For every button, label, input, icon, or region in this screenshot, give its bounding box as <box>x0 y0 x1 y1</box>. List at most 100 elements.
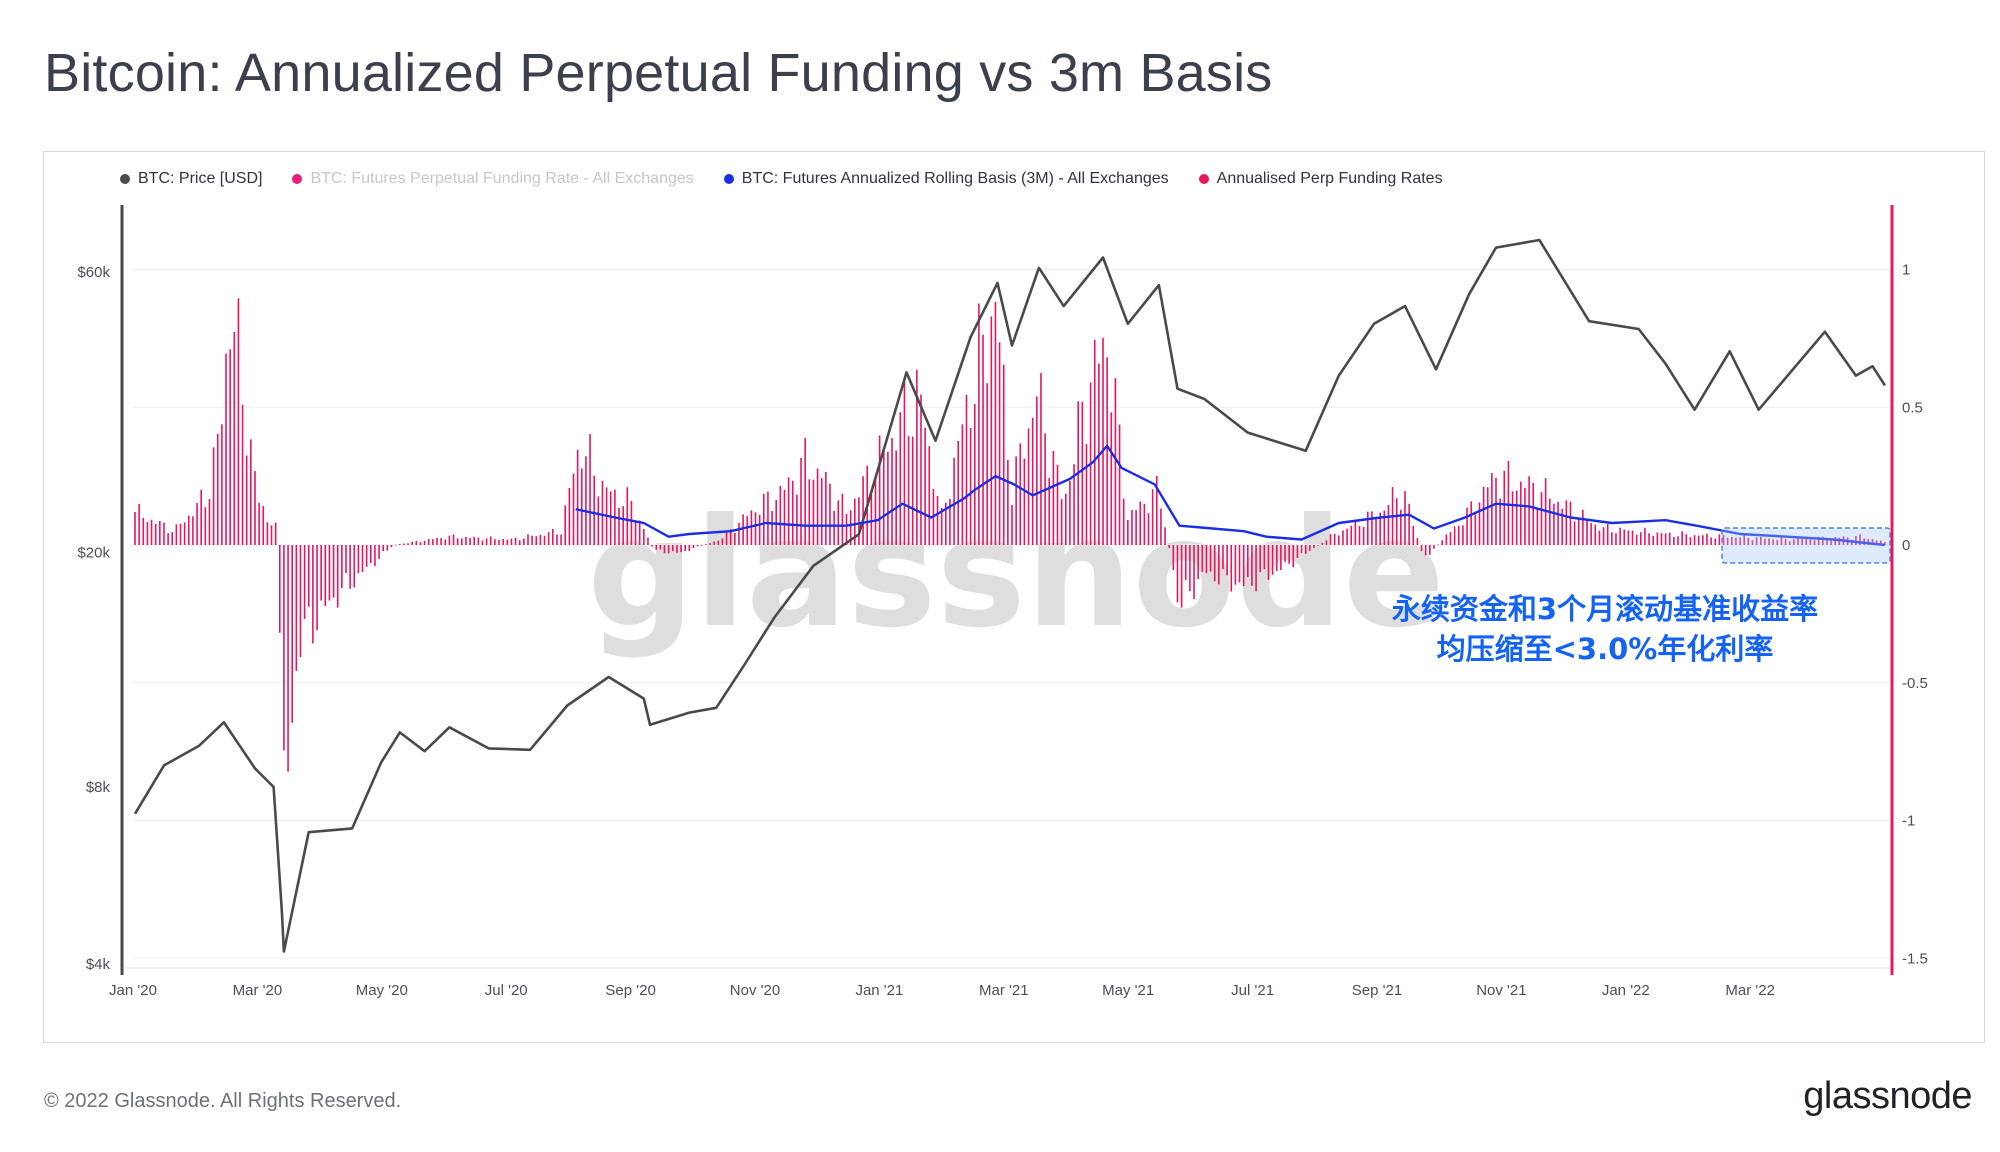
annotation-line: 均压缩至<3.0%年化利率 <box>1437 632 1774 666</box>
funding-bar <box>1313 545 1315 548</box>
funding-bar <box>1143 503 1146 545</box>
funding-bar <box>163 522 165 545</box>
funding-bar <box>882 448 885 545</box>
funding-bar <box>949 498 951 545</box>
funding-bar <box>1706 533 1708 545</box>
funding-bar <box>1205 545 1208 574</box>
funding-bar <box>1809 539 1812 545</box>
x-tick: May '21 <box>1102 982 1154 999</box>
funding-bar <box>1189 545 1191 592</box>
funding-bar <box>1420 545 1423 552</box>
funding-bar <box>1056 464 1059 545</box>
x-tick: Jan '21 <box>855 982 903 999</box>
x-tick: Nov '20 <box>730 982 780 999</box>
funding-bar <box>854 498 856 545</box>
funding-bar <box>1019 443 1022 545</box>
funding-bar <box>531 535 533 545</box>
funding-bar <box>700 545 703 546</box>
funding-bar <box>771 511 773 545</box>
page-title: Bitcoin: Annualized Perpetual Funding vs… <box>44 43 1273 103</box>
funding-bar <box>295 545 298 671</box>
funding-bar <box>225 353 227 545</box>
funding-bar <box>134 511 136 545</box>
funding-bar <box>1242 545 1245 587</box>
funding-bar <box>489 536 492 545</box>
funding-bar <box>891 438 893 545</box>
funding-bar <box>1805 538 1808 545</box>
funding-bar <box>1151 489 1154 545</box>
funding-bar <box>1648 533 1650 545</box>
funding-bar <box>1366 511 1369 545</box>
funding-bar <box>692 545 695 549</box>
legend-label-annualised-funding: Annualised Perp Funding Rates <box>1216 170 1443 187</box>
funding-bar <box>1416 538 1419 545</box>
funding-bar <box>1346 528 1348 545</box>
y-tick-left: $20k <box>77 545 110 562</box>
funding-bar <box>419 542 422 545</box>
funding-bar <box>1408 503 1410 545</box>
funding-bar <box>1453 526 1456 545</box>
funding-bar <box>833 510 835 545</box>
funding-bar <box>1611 532 1613 545</box>
funding-bar <box>1222 545 1224 570</box>
funding-bar <box>1731 536 1733 545</box>
funding-bar <box>684 545 686 552</box>
funding-bar <box>1619 527 1621 545</box>
funding-bar <box>1652 536 1655 545</box>
funding-bar <box>312 545 314 644</box>
funding-bar <box>945 502 947 545</box>
funding-bar <box>1321 542 1324 545</box>
funding-bar <box>878 435 881 545</box>
funding-bar <box>1424 545 1427 556</box>
funding-bar <box>1561 508 1563 545</box>
funding-bar <box>1673 536 1675 545</box>
funding-bar <box>299 545 302 657</box>
funding-bar <box>303 545 306 619</box>
funding-bar <box>1660 533 1663 545</box>
legend-item-price[interactable]: BTC: Price [USD] <box>120 170 262 188</box>
funding-bar <box>1817 536 1820 545</box>
funding-bar <box>1511 491 1514 545</box>
funding-bar <box>1114 378 1117 545</box>
funding-bar <box>705 544 707 545</box>
funding-bar <box>1379 512 1381 545</box>
funding-bar <box>1246 545 1249 578</box>
funding-bar <box>961 424 964 545</box>
funding-bar <box>1867 539 1870 545</box>
legend-item-basis[interactable]: BTC: Futures Annualized Rolling Basis (3… <box>723 170 1169 188</box>
funding-bar <box>779 485 782 545</box>
funding-bar <box>386 545 389 551</box>
funding-bar <box>183 522 186 545</box>
funding-bar <box>1218 545 1220 585</box>
funding-bar <box>742 514 744 545</box>
x-tick: Jan '20 <box>109 982 157 999</box>
funding-bar <box>671 545 674 552</box>
funding-bar <box>1780 537 1783 545</box>
legend-dot-basis <box>723 174 734 184</box>
funding-bar <box>1693 535 1696 545</box>
funding-bar <box>1528 476 1530 545</box>
funding-bar <box>427 539 430 545</box>
legend-item-annualised-funding[interactable]: Annualised Perp Funding Rates <box>1198 170 1443 188</box>
x-tick: Nov '21 <box>1476 982 1526 999</box>
funding-bar <box>957 440 960 545</box>
funding-bar <box>762 493 765 545</box>
legend-item-perp-funding[interactable]: BTC: Futures Perpetual Funding Rate - Al… <box>292 170 694 188</box>
funding-bar <box>696 545 699 547</box>
funding-bar <box>1234 545 1237 585</box>
y-tick-right: -0.5 <box>1902 675 1928 692</box>
funding-bar <box>688 545 691 552</box>
funding-bar <box>1164 527 1166 545</box>
funding-bar <box>717 540 720 545</box>
funding-bar <box>903 377 906 545</box>
funding-bar <box>907 436 910 545</box>
funding-bar <box>659 545 662 550</box>
funding-bar <box>1284 545 1286 562</box>
funding-bar <box>283 545 285 751</box>
funding-bar <box>1462 525 1464 545</box>
funding-bar <box>911 436 914 545</box>
funding-bar <box>1304 545 1307 554</box>
funding-bar <box>1255 545 1257 592</box>
funding-bar <box>1557 501 1559 545</box>
legend-label-price: BTC: Price [USD] <box>138 170 263 187</box>
